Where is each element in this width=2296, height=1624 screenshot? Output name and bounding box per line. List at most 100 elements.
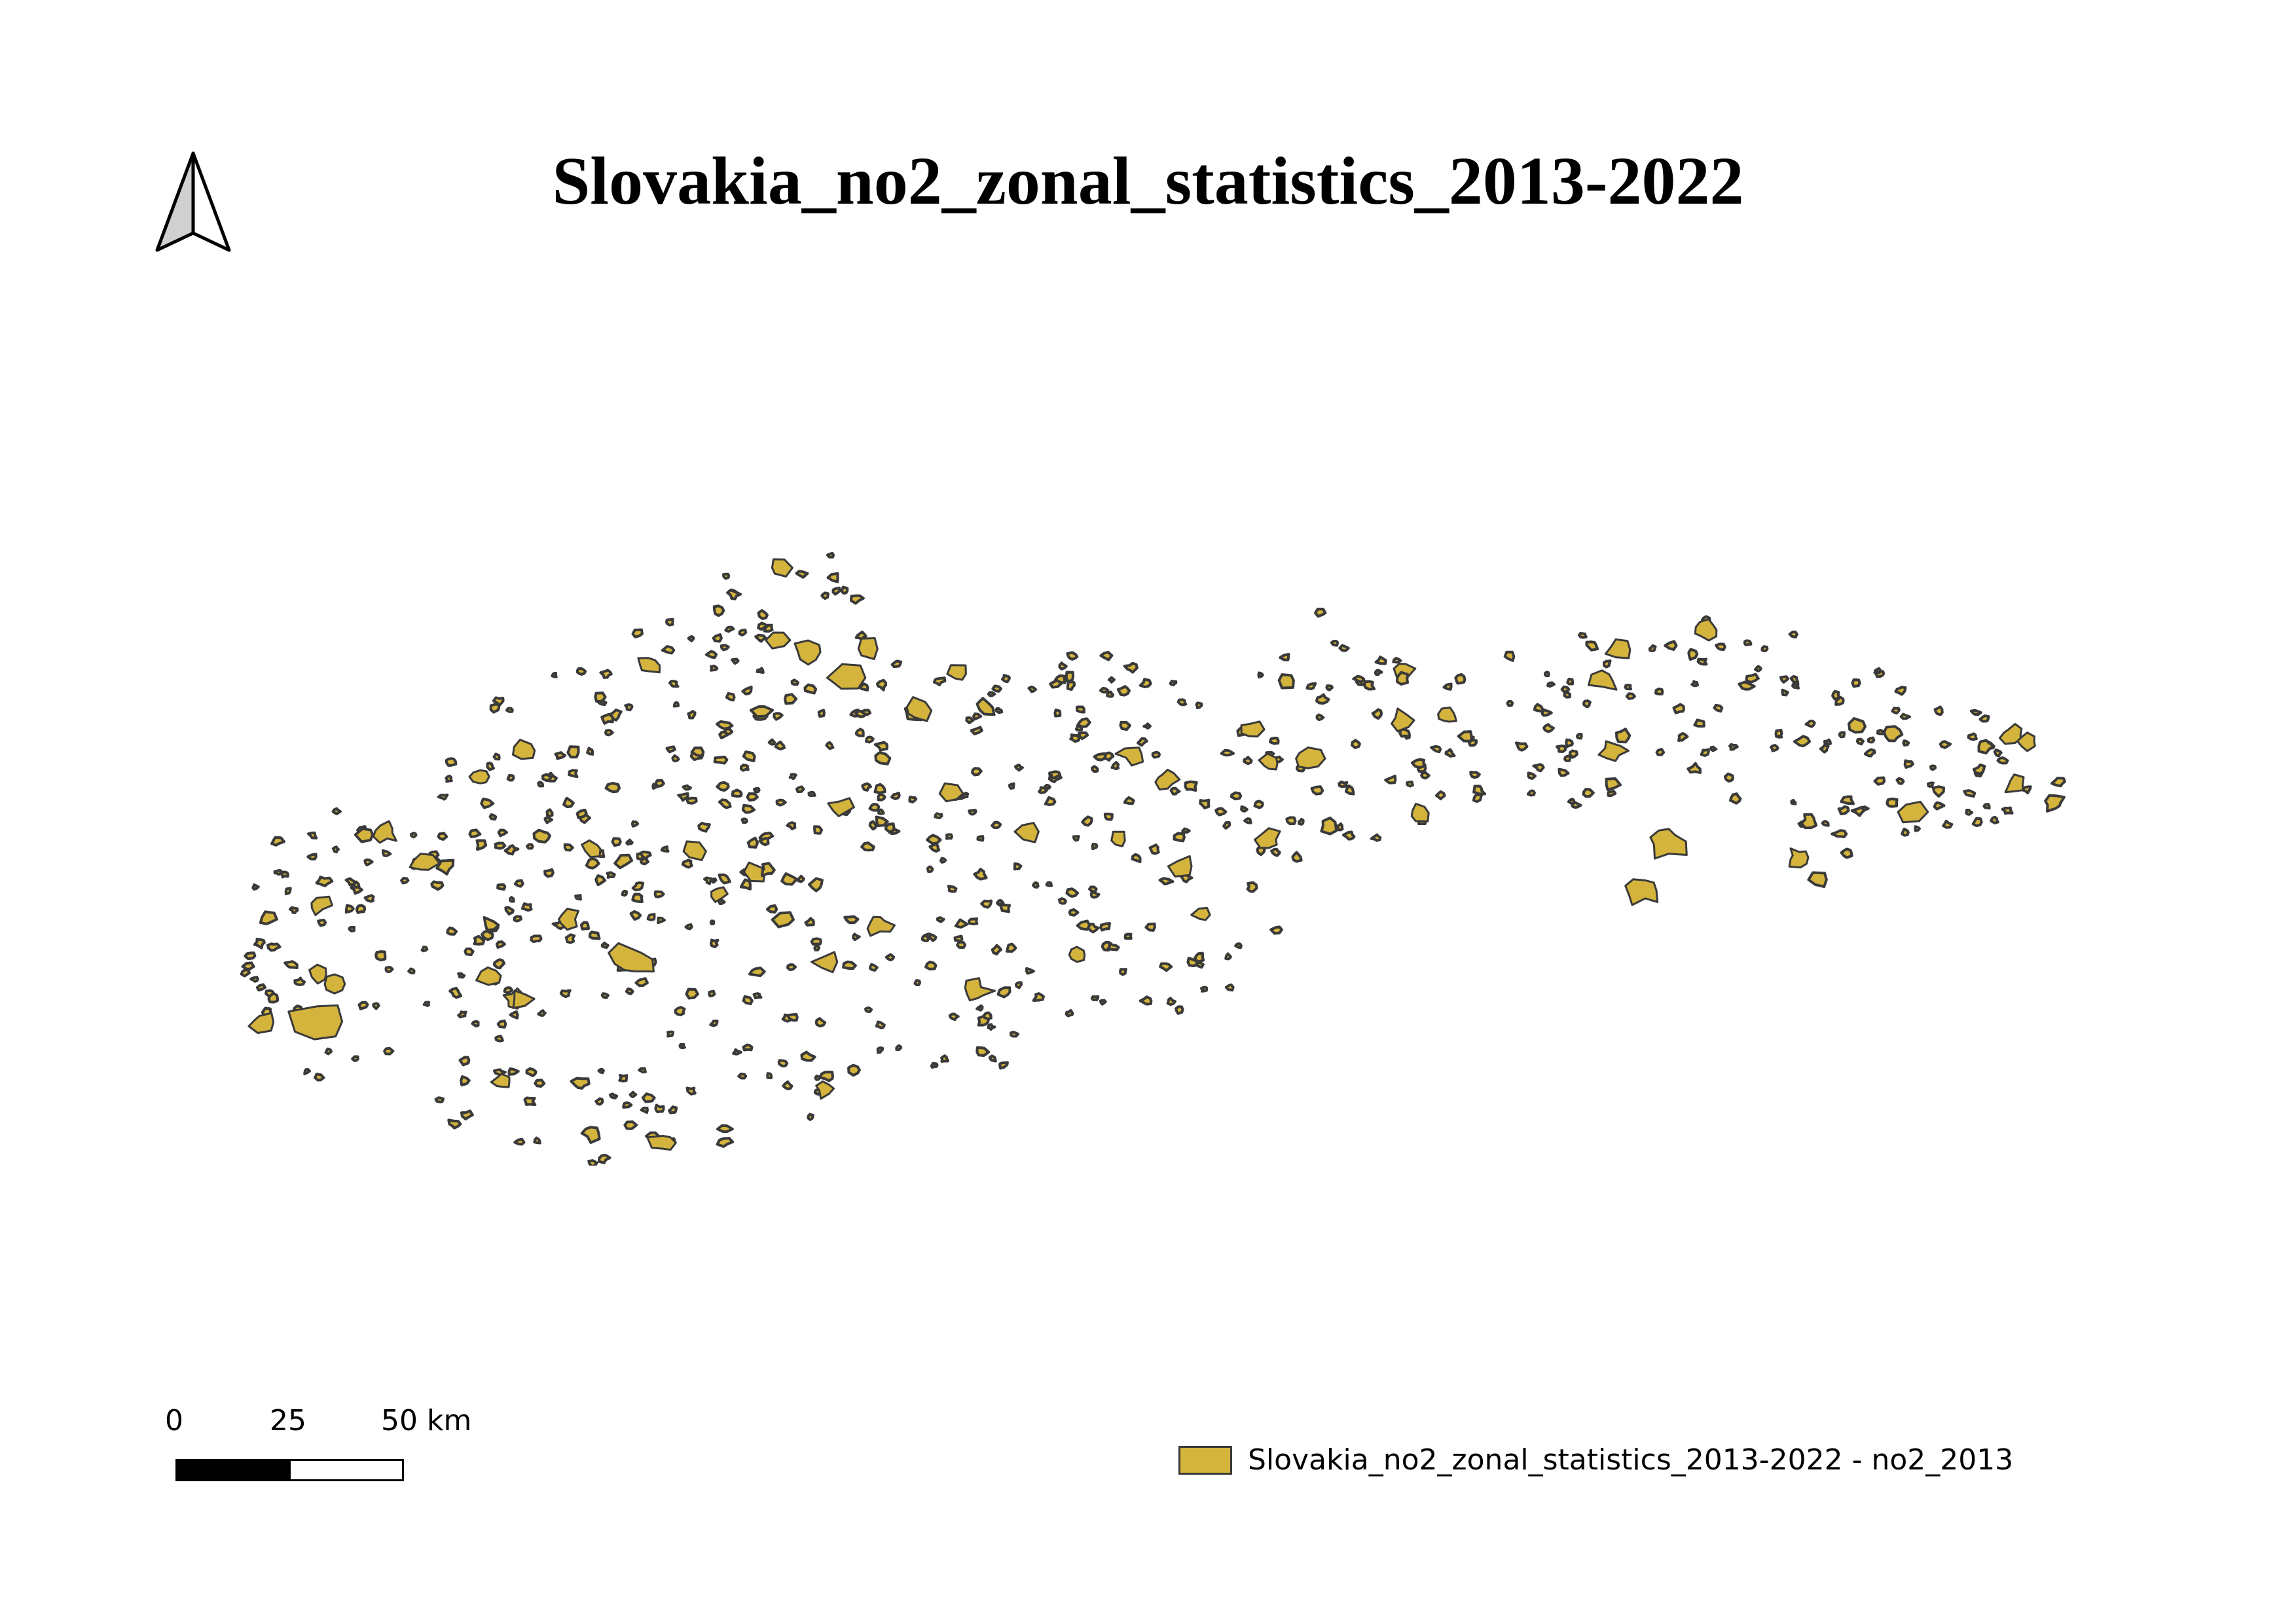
settlement-polygon [1821,820,1830,827]
settlement-polygon [825,741,835,750]
settlement-polygon [1971,817,1983,828]
settlement-polygon [1542,723,1555,733]
settlement-polygon [283,960,299,969]
settlement-polygon [854,710,867,718]
settlement-polygon [962,792,969,799]
settlement-polygon [1454,673,1467,685]
settlement-polygon [1117,685,1131,697]
settlement-polygon [430,880,445,891]
settlement-polygon [576,667,587,676]
settlement-polygon [1743,639,1753,646]
settlement-polygon [410,832,418,839]
settlement-polygon [710,877,718,884]
settlement-polygon [606,871,616,879]
town-polygon [874,751,892,766]
settlement-polygon [1008,782,1015,790]
settlement-polygon [363,894,375,903]
settlement-polygon [1336,822,1344,832]
settlement-polygon [273,869,282,876]
settlement-polygon [623,1120,638,1130]
settlement-polygon [831,586,841,596]
settlement-polygon [1855,737,1865,746]
settlement-polygon [724,625,735,633]
settlement-polygon [1032,992,1045,1002]
settlement-polygon [611,837,622,847]
settlement-polygon [1363,680,1376,691]
settlement-polygon [1139,678,1152,688]
settlement-polygon [514,879,524,888]
settlement-polygon [1411,758,1425,769]
settlement-polygon [1054,674,1066,684]
settlement-polygon [940,1054,949,1063]
settlement-polygon [991,684,1002,693]
settlement-polygon [668,680,680,688]
settlement-polygon [1831,690,1840,701]
settlement-polygon [710,938,720,948]
settlement-polygon [1774,729,1783,738]
settlement-polygon [1967,732,1978,741]
city-polygon [608,942,655,972]
town-polygon [490,1073,511,1088]
town-polygon [570,1077,591,1090]
settlement-polygon [766,904,778,913]
settlement-polygon [513,1137,526,1146]
settlement-polygon [437,832,448,841]
settlement-polygon [1563,754,1572,762]
settlement-polygon [1532,763,1545,773]
settlement-polygon [1942,819,1954,829]
settlement-polygon [991,821,1002,829]
settlement-polygon [1285,816,1297,826]
settlement-polygon [817,709,826,718]
settlement-polygon [1831,829,1848,838]
settlement-polygon [1072,835,1080,842]
settlement-polygon [1001,674,1011,684]
settlement-polygon [1253,800,1264,809]
settlement-polygon [1224,983,1235,992]
town-polygon [1848,717,1867,734]
settlement-polygon [980,899,993,909]
settlement-polygon [712,633,723,643]
settlement-polygon [841,585,849,595]
settlement-polygon [1867,736,1876,744]
settlement-polygon [742,1043,754,1052]
settlement-polygon [1090,995,1100,1001]
settlement-polygon [1891,707,1901,715]
settlement-polygon [1899,712,1912,720]
settlement-polygon [1091,765,1099,773]
settlement-polygon [496,940,506,949]
settlement-polygon [314,1073,325,1082]
settlement-polygon [1330,640,1339,647]
settlement-polygon [1078,731,1089,740]
settlement-polygon [1144,922,1156,932]
settlement-polygon [1199,986,1209,993]
settlement-polygon [928,842,941,853]
town-polygon [975,697,996,716]
settlement-polygon [758,837,770,847]
settlement-polygon [1687,648,1699,661]
settlement-polygon [1166,997,1176,1006]
settlement-polygon [494,1035,504,1043]
settlement-polygon [1176,698,1188,707]
north-arrow-icon [152,151,234,255]
settlement-polygon [660,845,670,853]
settlement-polygon [746,792,759,802]
town-polygon [372,820,397,844]
city-polygon [1624,878,1659,906]
settlement-polygon [687,710,697,720]
settlement-polygon [1546,681,1556,688]
map-frame[interactable] [223,537,2108,1168]
settlement-polygon [1315,713,1325,721]
settlement-polygon [1142,722,1152,729]
settlement-polygon [740,817,748,824]
settlement-polygon [756,667,765,674]
settlement-polygon [344,877,355,886]
settlement-polygon [1345,784,1355,796]
settlement-polygon [868,803,881,812]
settlement-polygon [1310,785,1324,796]
settlement-polygon [685,987,699,1000]
settlement-polygon [1690,680,1699,688]
settlement-polygon [505,707,514,713]
settlement-polygon [928,933,938,942]
settlement-polygon [1903,759,1914,769]
settlement-polygon [1873,776,1886,786]
